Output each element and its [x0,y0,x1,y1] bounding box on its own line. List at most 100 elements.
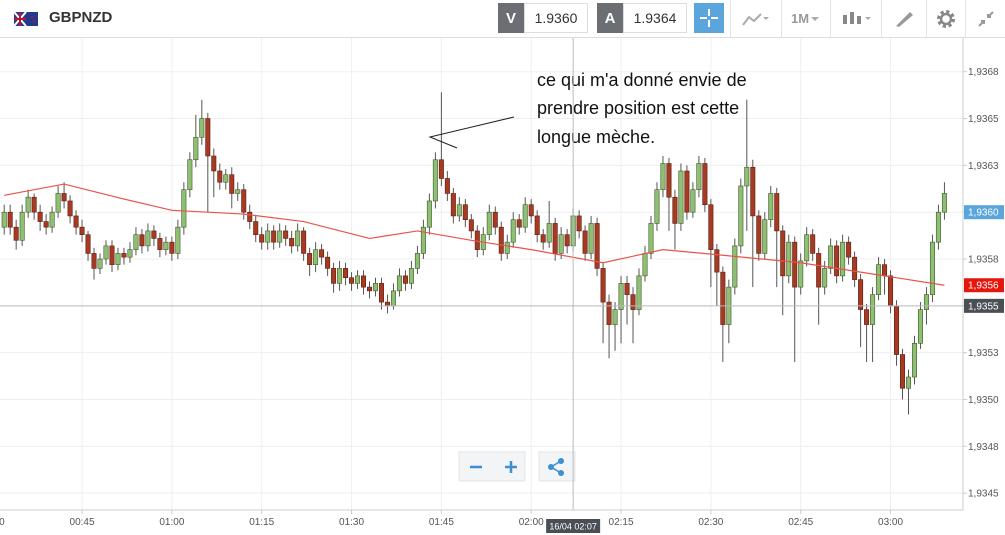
candle-body [175,226,181,254]
candle-body [941,193,947,213]
candle-body [804,234,810,262]
candle-body [923,294,929,310]
candle-body [732,245,738,288]
candle-body [744,166,750,187]
candle-body [349,277,355,284]
candle-body [37,211,43,222]
buy-price: 1.9364 [623,3,687,33]
candle-body [283,230,289,239]
candle-body [361,275,367,288]
annotation-line: prendre position est cette [537,98,739,118]
candle-body [929,241,935,295]
candle-body [396,275,402,292]
candle-body [558,234,564,254]
candle-body [684,170,690,213]
candle-body [151,230,157,239]
candle-body [636,275,642,310]
y-tick-label: 1,9363 [968,161,999,172]
candle-body [331,268,337,284]
candle-body [678,170,684,224]
candle-body [738,185,744,247]
gear-icon [937,9,955,28]
annotation-arrow [428,116,515,149]
candle-body [157,238,163,250]
chart: ce qui m'a donné envie de prendre positi… [0,38,1004,533]
candle-body [642,253,648,277]
candle-body [870,294,876,325]
candle-body [756,215,762,254]
candle-body [858,279,864,310]
crosshair-y-box [964,298,1004,313]
y-tick-label: 1,9358 [968,255,999,266]
candle-body [73,215,79,228]
x-tick-label: 01:15 [249,517,274,528]
y-tick-label: 1,9345 [968,489,999,500]
flag [14,12,38,26]
y-tick-label: 1,9353 [968,348,999,359]
candle-body [13,226,19,241]
share-button[interactable] [538,451,576,482]
candles [1,92,947,415]
candle-body [67,200,73,217]
candle-body [444,178,450,194]
candle-body [935,211,941,243]
candle-body [414,253,420,269]
crosshair-button[interactable] [694,3,724,33]
buy-box[interactable]: A 1.9364 [597,3,687,33]
x-tick-label: 02:00 [519,517,544,528]
candle-body [792,241,798,288]
candle-body [456,204,462,217]
candle-body [504,241,510,254]
draw-button[interactable] [881,0,926,37]
candle-body [666,163,672,198]
x-tick-label: 00:45 [70,517,95,528]
candle-body [55,193,61,213]
candle-body [780,230,786,277]
candle-body [372,283,378,292]
candle-button[interactable] [830,0,881,37]
candle-body [768,193,774,220]
zoom-in[interactable] [505,461,517,473]
candle-body [510,219,516,243]
sell-price: 1.9360 [524,3,588,33]
candle-body [888,275,894,307]
x-tick-label: 02:15 [609,517,634,528]
candle-body [307,253,313,265]
candle-body [576,215,582,232]
chart-type-button[interactable] [730,0,781,37]
candle-body [672,196,678,224]
x-tick-label: 00:30 [0,517,5,528]
candle-body [690,189,696,213]
candle-body [906,376,912,389]
candle-body [612,309,618,325]
timeframe: 1M [790,11,810,26]
candle-body [91,253,97,269]
candle-body [31,196,37,213]
line-icon [742,12,769,26]
candle-body [834,245,840,277]
candle-body [426,200,432,228]
collapse-button[interactable] [965,0,1005,37]
candle-body [7,211,13,228]
y-tick-label: 1,9348 [968,442,999,453]
settings-button[interactable] [926,0,965,37]
candle-body [654,189,660,224]
candle-body [846,241,852,258]
timeframe-button[interactable]: 1M [781,0,830,37]
sell-box[interactable]: V 1.9360 [498,3,588,33]
candle-body [774,193,780,232]
candle-body [229,174,235,194]
candle-body [750,166,756,217]
candle-body [295,230,301,247]
candle-body [259,234,265,243]
candle-body [432,159,438,202]
candle-body [564,234,570,247]
candle-body [708,204,714,250]
candle-body [187,159,193,191]
candle-body [498,226,504,254]
x-tick-label: 01:00 [159,517,184,528]
candle-body [468,219,474,232]
candle-body [85,234,91,254]
symbol: GBPNZD [49,9,113,26]
candle-body [420,226,426,254]
